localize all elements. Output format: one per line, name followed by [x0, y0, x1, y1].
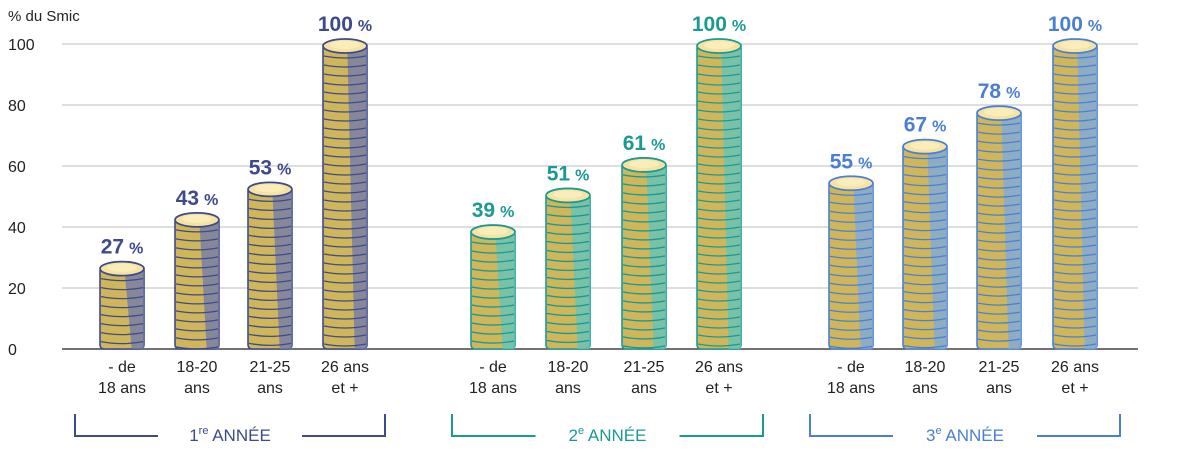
bar [621, 157, 667, 350]
group-bracket: 2e ANNÉE [451, 414, 764, 445]
bar [545, 187, 591, 350]
data-label: 100% [692, 13, 746, 36]
category-label: 21-25 ans [624, 359, 665, 397]
y-tick-label: 60 [8, 159, 26, 176]
data-label: 61% [623, 132, 666, 155]
data-label: 43% [176, 187, 219, 210]
category-label: 26 ans et + [321, 359, 369, 397]
data-label: 27% [101, 236, 144, 259]
data-label: 39% [472, 199, 515, 222]
bar [696, 38, 742, 350]
bar [1052, 38, 1098, 350]
bars [99, 38, 1098, 350]
bar [470, 224, 516, 350]
bar [174, 211, 220, 350]
category-label: - de 18 ans [469, 359, 517, 397]
data-label: 100% [1048, 13, 1102, 36]
data-label: 67% [904, 114, 947, 137]
category-label: - de 18 ans [98, 359, 146, 397]
bar [99, 260, 145, 350]
category-label: 26 ans et + [695, 359, 743, 397]
group-bracket: 1re ANNÉE [74, 414, 386, 445]
data-label: 51% [547, 162, 590, 185]
y-tick-label: 80 [8, 98, 26, 115]
y-tick-label: 100 [8, 37, 35, 54]
category-label: 26 ans et + [1051, 359, 1099, 397]
y-axis-ticks: 0 20 40 60 80 100 [8, 37, 35, 359]
group-brackets: 1re ANNÉE 2e ANNÉE 3e ANNÉE [74, 414, 1121, 445]
y-axis-label: % du Smic [8, 8, 80, 25]
data-label: 53% [249, 156, 292, 179]
bar [828, 175, 874, 350]
category-label: 21-25 ans [979, 359, 1020, 397]
group-label: 2e ANNÉE [569, 425, 647, 445]
category-label: 18-20 ans [177, 359, 218, 397]
gridlines [62, 43, 1138, 350]
y-tick-label: 40 [8, 220, 26, 237]
category-label: - de 18 ans [827, 359, 875, 397]
data-label: 78% [978, 80, 1021, 103]
category-label: 18-20 ans [548, 359, 589, 397]
group-bracket: 3e ANNÉE [809, 414, 1121, 445]
category-label: 18-20 ans [905, 359, 946, 397]
bar [322, 38, 368, 350]
group-label: 3e ANNÉE [926, 425, 1004, 445]
y-tick-label: 20 [8, 281, 26, 298]
bar [976, 105, 1022, 350]
value-labels: 27 % 43 % 53 % 100 % 39 % 51 % 61 % 100 % 55 % 67 % 78 % 100% [101, 13, 1102, 259]
category-label: 21-25 ans [250, 359, 291, 397]
y-tick-label: 0 [8, 342, 17, 359]
group-label: 1re ANNÉE [189, 425, 271, 445]
bar [902, 138, 948, 350]
data-label: 100% [318, 13, 372, 36]
bar [247, 181, 293, 350]
category-labels: - de 18 ans 18-20 ans 21-25 ans 26 ans et + - de… [98, 359, 1099, 397]
data-label: 55% [830, 150, 873, 173]
